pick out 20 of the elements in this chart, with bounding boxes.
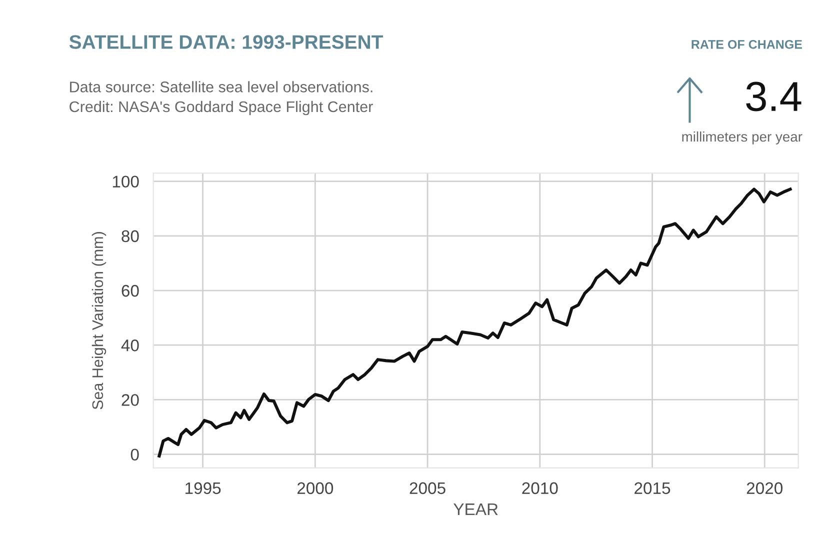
x-tick-label: 2010	[522, 482, 558, 494]
text: RATE OF CHANGE	[692, 40, 802, 49]
y-tick-label: 100	[112, 176, 139, 188]
text: 3.4	[746, 82, 802, 112]
y-tick-label: 0	[130, 448, 139, 461]
x-tick-label: 2000	[297, 482, 334, 494]
y-tick-label: 60	[122, 284, 139, 297]
y-axis-title: Sea Height Variation (mm)	[92, 232, 106, 410]
x-tick-label: 2005	[410, 482, 446, 494]
x-tick-label: 1995	[186, 482, 221, 494]
chart-title: SATELLITE DATA: 1993-PRESENT	[69, 35, 384, 49]
chart-subtitle: Data source: Satellite sea level observations. Credit: NASA's Goddard Space Flight Center	[70, 81, 373, 116]
line-series	[158, 188, 792, 458]
text: millimeters per year	[682, 131, 802, 144]
x-tick-label: 2020	[746, 482, 783, 494]
x-axis-title: YEAR	[454, 504, 498, 516]
y-tick-label: 40	[121, 340, 139, 352]
y-tick-label: 20	[122, 394, 139, 406]
y-tick-label: 80	[122, 230, 139, 242]
x-tick-label: 2015	[634, 482, 670, 494]
